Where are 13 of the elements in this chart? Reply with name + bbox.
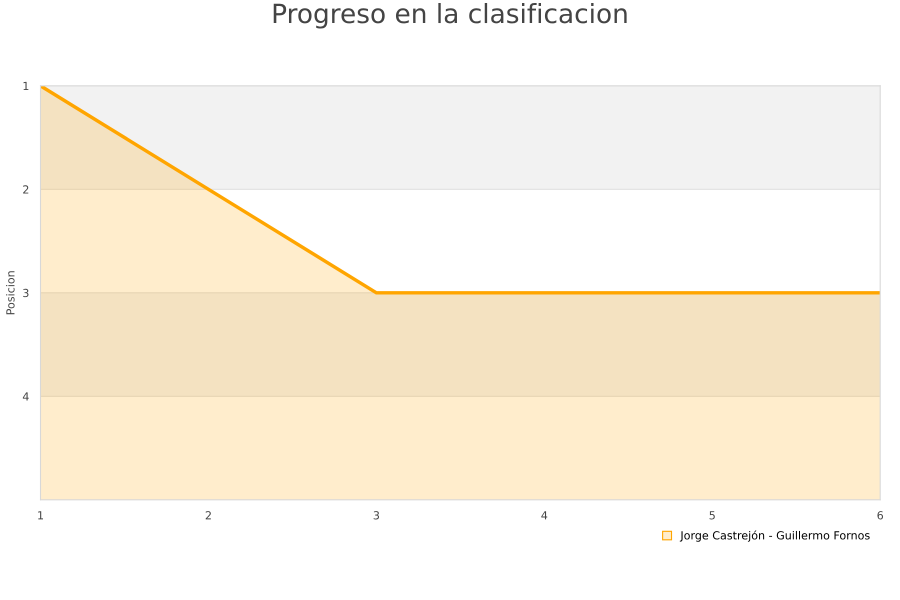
y-tick-label: 2 — [23, 185, 28, 194]
x-tick-label: 6 — [877, 511, 884, 520]
y-tick-label: 3 — [23, 288, 28, 298]
y-tick-label: 4 — [22, 392, 29, 401]
y-tick-label: 1 — [24, 82, 28, 90]
x-tick-label: 2 — [206, 511, 211, 520]
x-tick-label: 3 — [374, 511, 380, 520]
legend-label: Jorge Castrejón - Guillermo Fornos — [680, 530, 870, 542]
x-tick-label: 5 — [710, 511, 715, 520]
chart-title: Progreso en la clasificacion — [274, 3, 627, 29]
x-tick-label: 1 — [38, 511, 44, 520]
y-axis-title: Posicion — [6, 271, 15, 314]
x-tick-label: 4 — [541, 511, 548, 520]
